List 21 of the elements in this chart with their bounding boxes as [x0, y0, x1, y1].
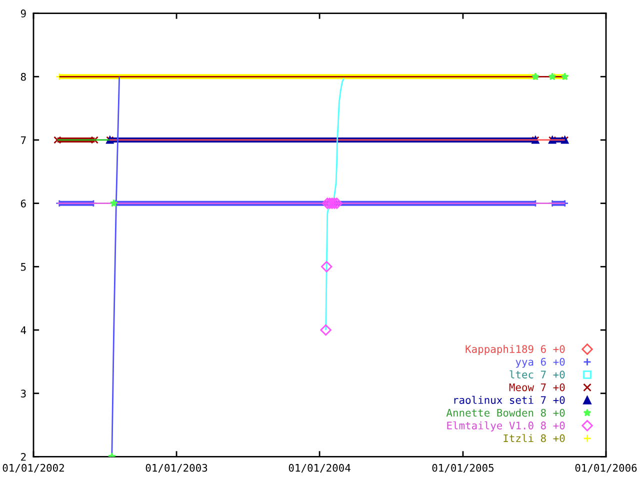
- legend-label: raolinux seti 7 +0: [454, 396, 565, 404]
- legend-label: Itzli 8 +0: [504, 434, 565, 442]
- y-tick-label: 9: [20, 10, 26, 18]
- legend-label: yya 6 +0: [516, 358, 565, 368]
- legend-label: ltec 7 +0: [510, 370, 565, 378]
- y-tick-label: 5: [21, 263, 26, 271]
- x-tick-label: 01/01/2004: [288, 464, 350, 473]
- y-tick-label: 8: [20, 72, 26, 81]
- x-tick-label: 01/01/2002: [2, 464, 64, 473]
- y-tick-label: 2: [21, 452, 26, 461]
- legend-label: Elmtailye V1.0 8 +0: [447, 421, 565, 432]
- y-tick-label: 6: [20, 200, 26, 208]
- y-tick-label: 7: [20, 136, 26, 144]
- legend-label: Annette Bowden 8 +0: [446, 408, 565, 417]
- y-tick-label: 4: [20, 326, 26, 334]
- x-tick-label: 01/01/2003: [146, 464, 208, 473]
- y-tick-label: 3: [20, 390, 26, 398]
- x-tick-label: 01/01/2005: [432, 464, 494, 473]
- legend-label: Kappaphi189 6 +0: [466, 344, 565, 356]
- legend-label: Meow 7 +0: [509, 383, 565, 392]
- x-tick-label: 01/01/2006: [575, 464, 637, 473]
